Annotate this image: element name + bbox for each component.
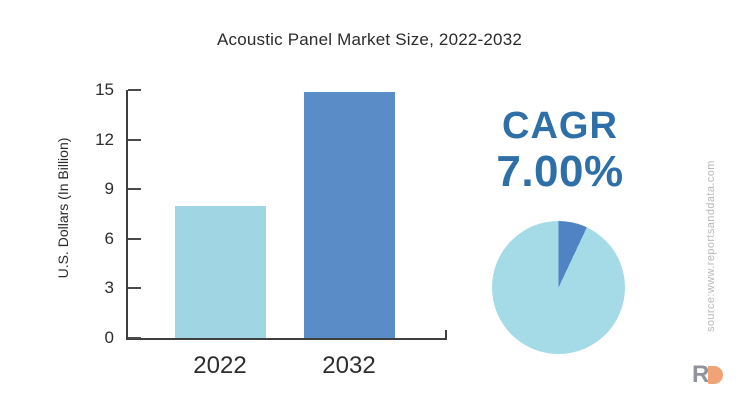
reports-and-data-logo: R (692, 361, 724, 388)
y-tick-mark (128, 89, 141, 91)
y-axis-title: U.S. Dollars (In Billion) (55, 137, 71, 279)
y-tick-label: 12 (95, 129, 114, 149)
cagr-pie-chart (492, 221, 625, 354)
x-axis-end-tick (445, 330, 447, 338)
cagr-value: 7.00% (496, 146, 624, 196)
y-tick-mark (128, 237, 141, 240)
source-note: source:www.reportsanddata.com (705, 160, 717, 332)
y-tick-mark (128, 337, 141, 339)
y-tick-label: 15 (95, 80, 114, 99)
y-tick-label: 6 (104, 228, 114, 248)
x-axis-line (126, 338, 447, 340)
x-tick-label-2022: 2022 (193, 352, 247, 379)
bar-2022 (174, 206, 266, 338)
y-tick-mark (128, 287, 141, 290)
y-tick-mark (128, 188, 141, 191)
y-tick-mark (128, 138, 141, 141)
cagr-annotation: CAGR 7.00% (460, 105, 660, 196)
y-tick-label: 0 (104, 328, 114, 347)
bar-2032 (303, 92, 395, 338)
x-tick-label-2032: 2032 (322, 352, 376, 379)
chart-title: Acoustic Panel Market Size, 2022-2032 (216, 30, 523, 49)
y-tick-label: 3 (104, 278, 114, 298)
logo-letter-d-shape (708, 366, 724, 384)
logo-letter-r: R (692, 361, 709, 388)
cagr-heading: CAGR (502, 105, 618, 147)
y-tick-label: 9 (104, 179, 114, 199)
plot-area: 2022 2032 0 3 6 9 12 15 (95, 80, 447, 379)
y-axis-line (126, 90, 128, 340)
